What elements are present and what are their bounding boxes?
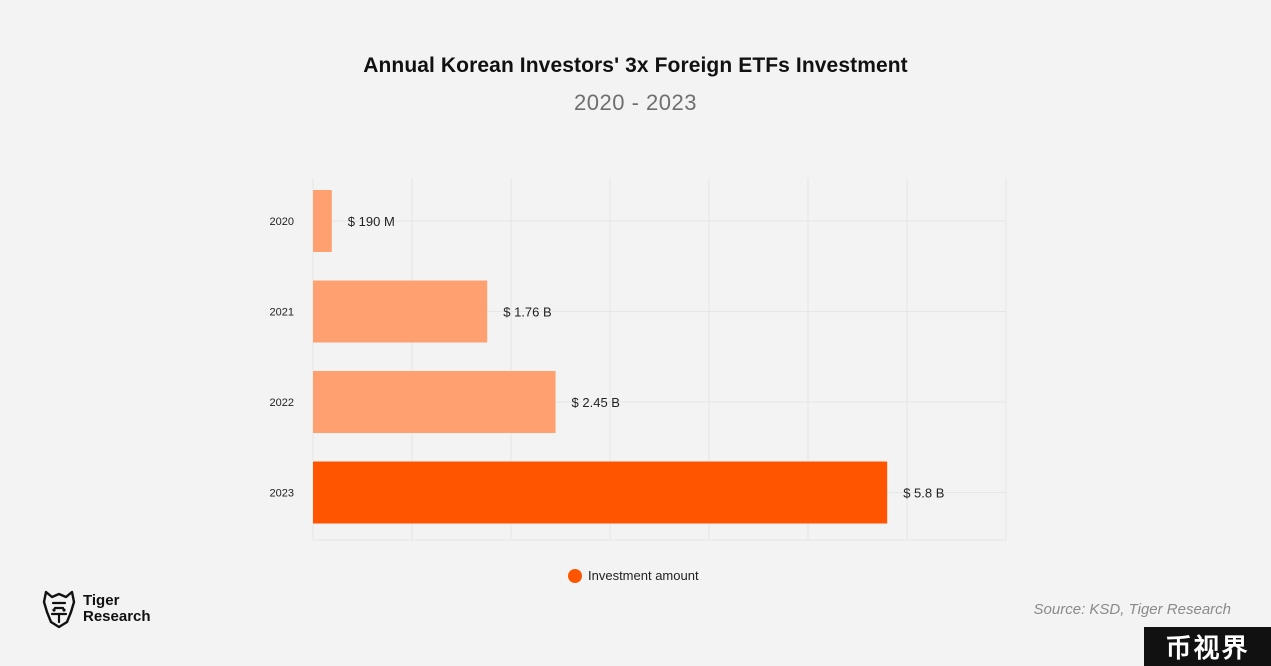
- bar-chart: 2020 $ 190 M 2021 $ 1.76 B 2022 $ 2.45 B 2023 $…: [270, 178, 1007, 541]
- bar-2023: [313, 461, 888, 524]
- tiger-logo-icon: [42, 590, 76, 629]
- data-label-2021: $ 1.76 B: [503, 305, 551, 320]
- data-label-2020: $ 190 M: [348, 214, 395, 229]
- data-label-2023: $ 5.8 B: [903, 486, 944, 501]
- legend-label: Investment amount: [588, 568, 699, 583]
- y-tick-label-2020: 2020: [270, 216, 294, 228]
- logo-text-research: Research: [83, 608, 151, 625]
- watermark: 币视界: [1144, 627, 1271, 666]
- chart-legend: Investment amount: [568, 568, 699, 583]
- bar-2022: [313, 371, 556, 433]
- source-note: Source: KSD, Tiger Research: [1033, 601, 1231, 618]
- chart-subtitle: 2020 - 2023: [574, 90, 697, 115]
- y-tick-label-2023: 2023: [270, 488, 294, 500]
- y-tick-label-2021: 2021: [270, 307, 294, 319]
- logo-text-tiger: Tiger: [83, 592, 120, 609]
- bar-2020: [313, 190, 332, 252]
- chart-title: Annual Korean Investors' 3x Foreign ETFs…: [363, 54, 908, 77]
- bar-2021: [313, 280, 488, 343]
- tiger-research-logo: Tiger Research: [40, 588, 151, 630]
- legend-swatch: [568, 568, 582, 583]
- data-label-2022: $ 2.45 B: [572, 395, 620, 410]
- y-tick-label-2022: 2022: [270, 397, 294, 409]
